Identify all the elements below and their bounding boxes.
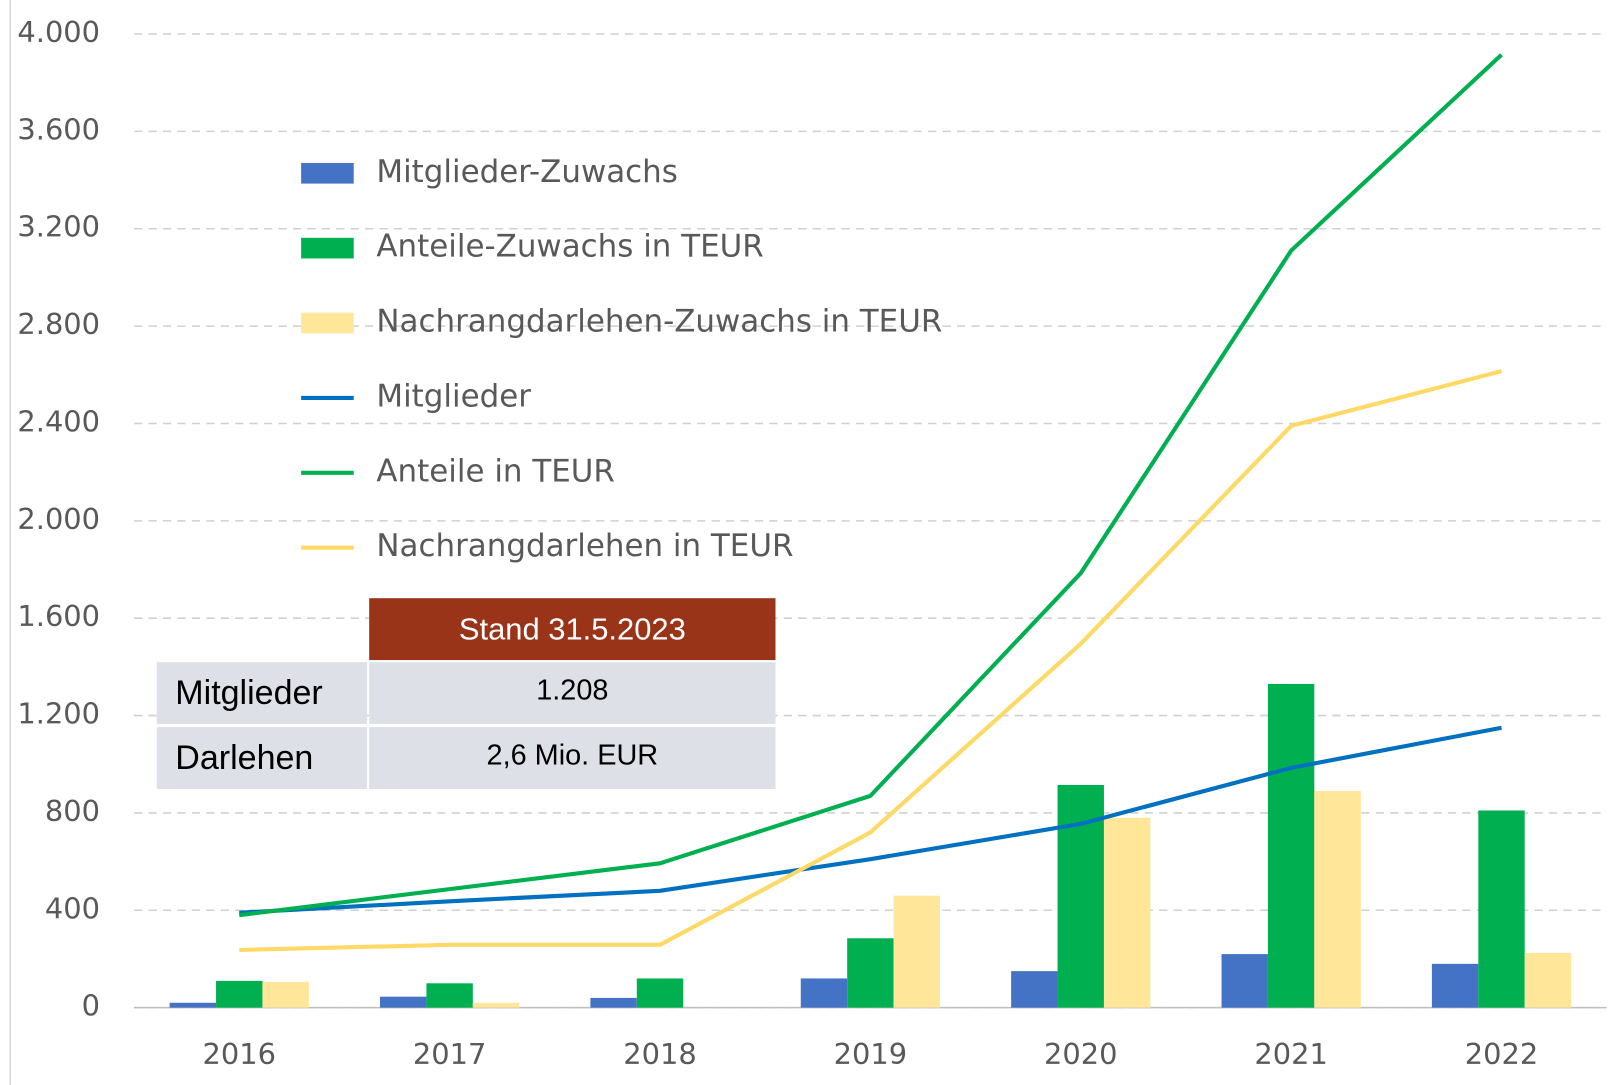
- bar: [380, 996, 427, 1008]
- table-row-label: Darlehen: [175, 739, 313, 777]
- legend-swatch: [301, 237, 354, 259]
- line: [238, 53, 1503, 918]
- legend-label: Anteile-Zuwachs in TEUR: [376, 229, 763, 265]
- bar: [800, 978, 848, 1008]
- y-tick-label: 800: [45, 794, 100, 828]
- bar: [1103, 817, 1151, 1008]
- y-tick-label: 1.600: [17, 599, 100, 633]
- table-cell-bg: [369, 662, 776, 725]
- y-tick-label: 3.600: [17, 112, 100, 146]
- table-header-bg: [369, 598, 776, 661]
- table-cell-bg: [156, 727, 368, 789]
- legend-label: Mitglieder-Zuwachs: [376, 154, 677, 190]
- legend-label: Nachrangdarlehen in TEUR: [376, 528, 793, 564]
- x-tick-label: 2022: [1465, 1037, 1538, 1071]
- bar: [1011, 971, 1058, 1008]
- bar: [169, 1002, 217, 1008]
- y-tick-label: 2.000: [17, 502, 100, 536]
- y-tick-label: 2.800: [17, 307, 100, 341]
- y-tick-label: 3.200: [17, 210, 100, 244]
- table-row-label: Mitglieder: [175, 674, 322, 712]
- legend-label: Anteile in TEUR: [376, 453, 614, 489]
- line: [239, 369, 1503, 953]
- y-tick-label: 400: [45, 891, 100, 925]
- x-tick-label: 2018: [623, 1037, 696, 1071]
- table-cell: 2,6 Mio. EUR: [487, 740, 659, 772]
- x-tick-label: 2020: [1044, 1037, 1117, 1071]
- line: [239, 725, 1502, 915]
- bar: [893, 895, 940, 1008]
- legend-label: Mitglieder: [376, 378, 531, 414]
- x-tick-label: 2016: [203, 1037, 276, 1071]
- bar: [1431, 963, 1479, 1008]
- bar: [1314, 791, 1361, 1008]
- x-tick-label: 2017: [413, 1037, 486, 1071]
- bar: [1267, 683, 1315, 1008]
- bar: [1524, 952, 1572, 1008]
- y-tick-label: 2.400: [17, 404, 100, 438]
- bar: [636, 978, 684, 1008]
- y-tick-label: 1.200: [17, 697, 100, 731]
- x-tick-label: 2021: [1254, 1037, 1327, 1071]
- bar: [426, 983, 473, 1008]
- legend-swatch: [301, 312, 354, 334]
- table-cell-bg: [369, 727, 776, 789]
- y-tick-label: 4.000: [17, 15, 100, 49]
- bar: [590, 997, 637, 1008]
- y-tick-label: 0: [82, 989, 100, 1023]
- table-header: Stand 31.5.2023: [459, 611, 686, 646]
- bar: [847, 938, 894, 1008]
- bar: [262, 982, 309, 1008]
- legend-swatch: [301, 162, 354, 184]
- bar: [1221, 954, 1268, 1008]
- table-cell-bg: [156, 662, 368, 725]
- bar: [472, 1002, 520, 1008]
- table-cell: 1.208: [536, 675, 608, 707]
- bar: [216, 980, 263, 1008]
- bar: [1478, 810, 1525, 1008]
- legend-label: Nachrangdarlehen-Zuwachs in TEUR: [376, 304, 942, 340]
- x-tick-label: 2019: [834, 1037, 907, 1071]
